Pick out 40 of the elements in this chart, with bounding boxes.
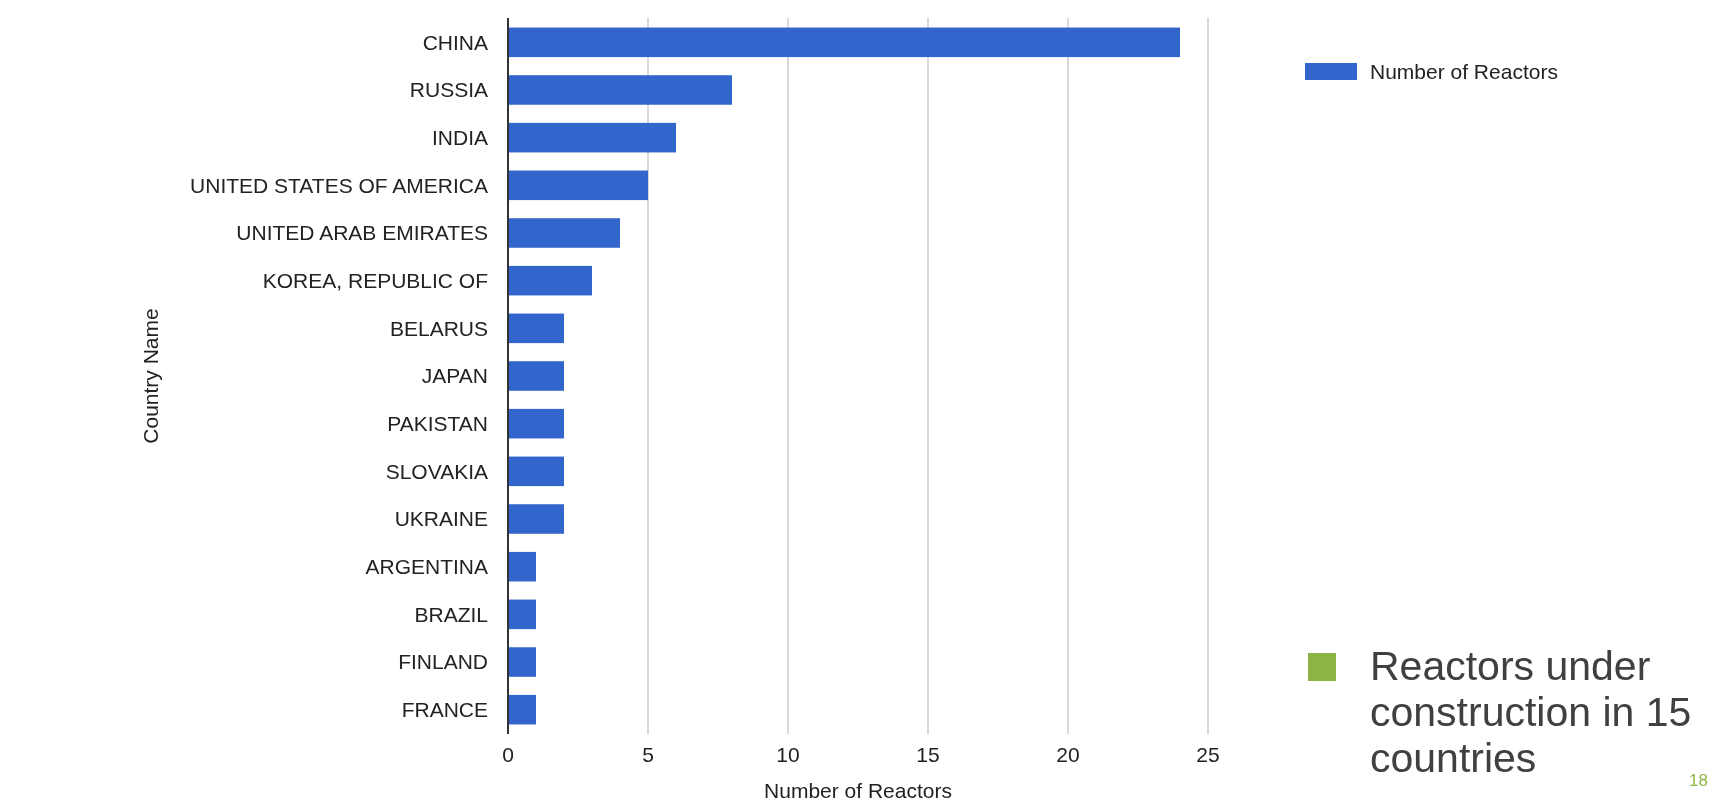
y-tick-label: SLOVAKIA [385, 459, 488, 483]
y-tick-label: RUSSIA [409, 78, 488, 102]
y-tick-label: INDIA [431, 126, 488, 149]
y-tick-label: FINLAND [398, 650, 488, 674]
bar [508, 408, 564, 439]
y-axis-title: Country Name [139, 308, 162, 444]
y-tick-label: PAKISTAN [387, 412, 488, 436]
x-tick-label: 0 [502, 743, 514, 766]
y-tick-label: JAPAN [421, 364, 488, 388]
bar [508, 218, 620, 248]
y-tick-label: BRAZIL [414, 602, 488, 626]
x-tick-label: 20 [1056, 743, 1080, 766]
y-tick-label: UNITED ARAB EMIRATES [236, 221, 488, 245]
x-tick-label: 25 [1196, 743, 1220, 766]
bar [508, 551, 536, 582]
bar [508, 504, 564, 534]
bar [508, 599, 536, 630]
bar [508, 647, 536, 677]
y-tick-label: BELARUS [389, 316, 488, 340]
x-tick-label: 15 [916, 743, 940, 766]
y-tick-label: UKRAINE [394, 507, 488, 531]
bar [508, 361, 564, 391]
bar [508, 170, 648, 201]
bar [508, 27, 1180, 58]
bar [508, 265, 592, 296]
y-tick-label: CHINA [422, 30, 488, 54]
text: 18 [1689, 771, 1708, 790]
bar [508, 75, 732, 105]
y-tick-label: KOREA, REPUBLIC OF [262, 269, 488, 293]
x-tick-label: 10 [776, 743, 800, 766]
bar [508, 456, 564, 487]
bar [508, 694, 536, 725]
y-tick-label: ARGENTINA [365, 555, 488, 579]
legend-label: Number of Reactors [1370, 60, 1558, 84]
x-tick-label: 5 [642, 743, 654, 766]
bar [508, 122, 676, 153]
bar [508, 313, 564, 344]
y-tick-label: FRANCE [401, 698, 488, 722]
y-tick-label: UNITED STATES OF AMERICA [190, 173, 488, 197]
x-axis-title: Number of Reactors [764, 779, 952, 802]
